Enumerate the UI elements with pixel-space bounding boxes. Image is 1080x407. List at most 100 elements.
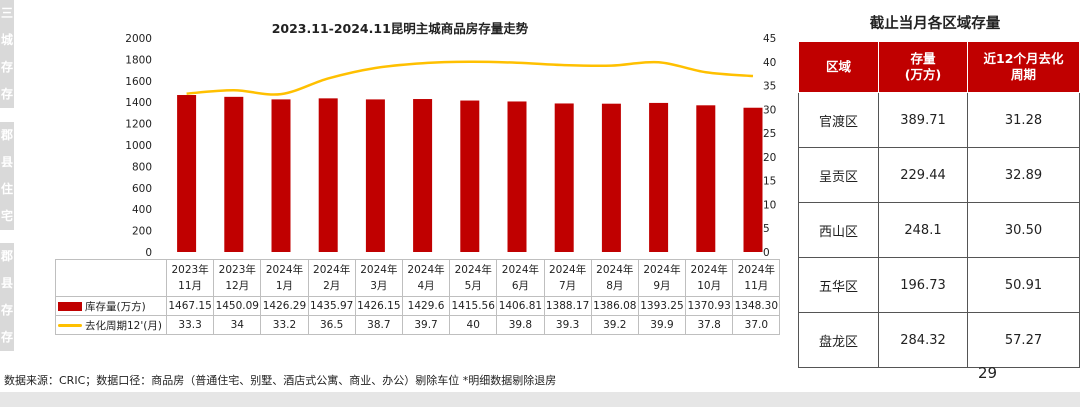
y-right-tick-label: 45 <box>763 33 776 45</box>
category-year: 2024年 <box>548 264 587 276</box>
region-cycle: 32.89 <box>967 147 1080 203</box>
inventory-value: 1393.25 <box>637 296 687 316</box>
bar-swatch-icon <box>58 302 82 311</box>
category-label: 2024年 10月 <box>685 259 734 297</box>
category-month: 8月 <box>606 280 624 292</box>
category-year: 2024年 <box>690 264 728 276</box>
side-tab-strip: 三城存存郡县住宅郡县存存 <box>0 0 16 360</box>
category-year: 2023年 <box>218 264 256 276</box>
table-corner <box>55 259 167 297</box>
inventory-value: 1386.08 <box>590 296 639 316</box>
inventory-bar <box>318 98 338 252</box>
cycle-value: 33.2 <box>260 315 309 335</box>
category-year: 2024年 <box>313 264 351 276</box>
category-month: 4月 <box>417 280 435 292</box>
cycle-value: 39.7 <box>401 315 451 335</box>
category-month: 9月 <box>653 280 671 292</box>
inventory-bar <box>554 103 574 252</box>
cycle-value: 39.3 <box>543 315 592 335</box>
region-inventory: 229.44 <box>878 147 968 203</box>
inventory-bar <box>460 100 480 252</box>
region-inventory-table: 区域 存量 (万方) 近12个月去化 周期 官渡区 389.71 31.28 呈贡区 229.4… <box>798 41 1080 368</box>
category-label: 2023年 11月 <box>165 259 215 297</box>
y-left-tick-label: 1800 <box>125 54 152 66</box>
region-name: 五华区 <box>798 257 879 313</box>
legend-inventory: 库存量(万方) <box>55 296 167 316</box>
chart-data-table: 2023年 11月 2023年 12月 2024年 1月 2024年 2月 2024年 3月 202… <box>55 259 781 335</box>
y-right-tick-label: 20 <box>763 152 776 164</box>
category-year: 2024年 <box>501 264 540 276</box>
inventory-bar <box>649 102 669 253</box>
category-month: 1月 <box>275 280 294 292</box>
inventory-bar <box>507 101 527 252</box>
y-right-tick-label: 0 <box>763 247 770 259</box>
inventory-bar <box>365 99 385 252</box>
cycle-value: 33.3 <box>165 315 215 335</box>
category-year: 2024年 <box>596 264 634 276</box>
category-label: 2024年 9月 <box>637 259 687 297</box>
inventory-value: 1426.29 <box>260 296 309 316</box>
inventory-bar <box>177 95 197 252</box>
inventory-value: 1467.15 <box>165 296 215 316</box>
bottom-bar <box>0 392 1080 407</box>
header-cycle: 近12个月去化 周期 <box>967 41 1080 93</box>
category-label: 2024年 11月 <box>732 259 781 297</box>
cycle-value: 39.9 <box>637 315 687 335</box>
side-tab-block: 郡县存存 <box>0 243 14 351</box>
cycle-value: 37.8 <box>685 315 734 335</box>
table-row: 盘龙区 284.32 57.27 <box>798 312 1080 368</box>
region-name: 呈贡区 <box>798 147 879 203</box>
region-cycle: 31.28 <box>967 92 1080 148</box>
category-month: 5月 <box>464 280 482 292</box>
inventory-value: 1435.97 <box>307 296 356 316</box>
y-left-tick-label: 0 <box>145 247 152 259</box>
line-swatch-icon <box>58 324 82 327</box>
y-left-tick-label: 1000 <box>125 140 152 152</box>
inventory-value: 1429.6 <box>401 296 451 316</box>
region-inventory: 284.32 <box>878 312 968 368</box>
y-right-tick-label: 25 <box>763 128 776 140</box>
y-left-tick-label: 400 <box>132 204 152 216</box>
inventory-chart: 2023.11-2024.11昆明主城商品房存量走势02004006008001… <box>125 21 776 259</box>
inventory-value: 1348.30 <box>732 296 781 316</box>
legend-cycle: 去化周期12'(月) <box>55 315 167 335</box>
region-cycle: 30.50 <box>967 202 1080 258</box>
cycle-line <box>186 60 754 96</box>
inventory-value: 1370.93 <box>685 296 734 316</box>
header-inventory: 存量 (万方) <box>878 41 968 93</box>
inventory-bar <box>696 105 716 253</box>
cycle-value: 40 <box>449 315 498 335</box>
y-left-tick-label: 200 <box>132 226 152 238</box>
table-row: 西山区 248.1 30.50 <box>798 202 1080 258</box>
inventory-value: 1426.15 <box>354 296 403 316</box>
category-year: 2024年 <box>360 264 398 276</box>
side-tab-block: 三城存存 <box>0 0 14 108</box>
region-inventory: 196.73 <box>878 257 968 313</box>
category-month: 6月 <box>511 280 529 292</box>
table-row: 五华区 196.73 50.91 <box>798 257 1080 313</box>
category-label: 2024年 6月 <box>496 259 545 297</box>
chart-title: 2023.11-2024.11昆明主城商品房存量走势 <box>272 21 529 36</box>
y-right-tick-label: 35 <box>763 81 776 93</box>
cycle-value: 37.0 <box>732 315 781 335</box>
inventory-bar <box>224 96 244 253</box>
inventory-value: 1415.56 <box>449 296 498 316</box>
region-inventory: 389.71 <box>878 92 968 148</box>
cycle-value: 39.8 <box>496 315 545 335</box>
category-year: 2024年 <box>454 264 492 276</box>
cycle-value: 36.5 <box>307 315 356 335</box>
y-right-tick-label: 30 <box>763 104 776 116</box>
inventory-bar <box>413 99 433 252</box>
category-month: 3月 <box>370 280 388 292</box>
cycle-value: 39.2 <box>590 315 639 335</box>
category-month: 7月 <box>559 280 577 292</box>
cycle-value: 34 <box>213 315 262 335</box>
y-right-tick-label: 40 <box>763 57 776 69</box>
category-month: 2月 <box>323 280 341 292</box>
y-left-tick-label: 1200 <box>125 119 152 131</box>
inventory-value: 1406.81 <box>496 296 545 316</box>
inventory-bar <box>743 107 763 252</box>
y-left-tick-label: 1600 <box>125 76 152 88</box>
y-left-tick-label: 1400 <box>125 97 152 109</box>
category-label: 2024年 7月 <box>543 259 592 297</box>
